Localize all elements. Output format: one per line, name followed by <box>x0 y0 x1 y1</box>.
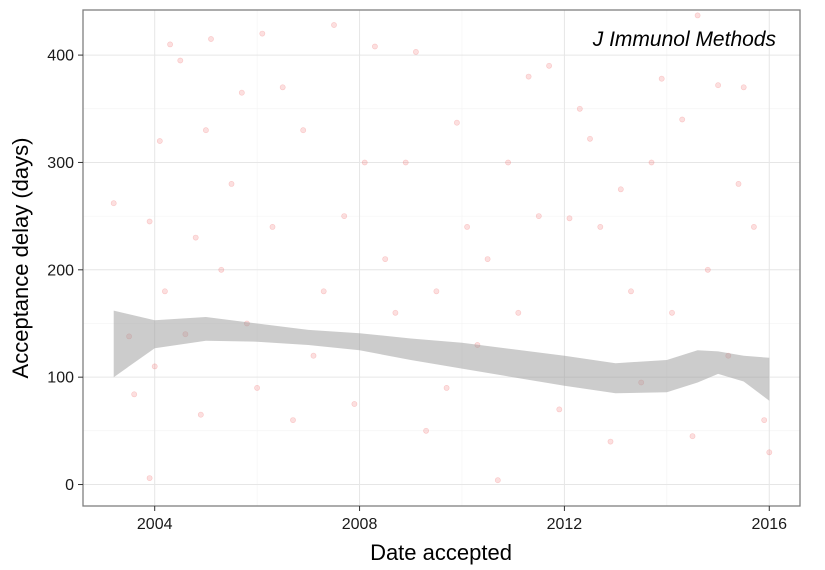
data-point <box>751 223 757 230</box>
y-tick-label: 400 <box>47 48 74 65</box>
y-tick-label: 300 <box>47 155 74 172</box>
data-points <box>110 12 773 484</box>
data-point <box>735 180 742 187</box>
data-point <box>218 266 225 273</box>
data-point <box>515 309 522 316</box>
data-point <box>607 438 614 445</box>
data-point <box>208 36 214 42</box>
y-axis-title: Acceptance delay (days) <box>8 138 33 379</box>
y-tick-label: 0 <box>65 477 74 494</box>
x-tick-label: 2016 <box>751 516 787 533</box>
data-point <box>597 223 604 230</box>
data-point <box>535 213 542 219</box>
data-point <box>392 309 399 316</box>
x-axis-ticks: 2004 2008 2012 2016 <box>137 506 787 533</box>
data-point <box>628 288 634 295</box>
data-point <box>494 477 501 484</box>
data-point <box>587 135 593 142</box>
data-point <box>238 89 245 96</box>
data-point <box>341 213 348 219</box>
data-point <box>192 234 199 241</box>
data-point <box>546 62 552 69</box>
data-point <box>177 57 184 64</box>
data-point <box>110 200 117 207</box>
data-point <box>167 41 173 48</box>
data-point <box>576 105 583 112</box>
data-point <box>715 82 721 89</box>
data-point <box>351 401 358 407</box>
data-point <box>259 30 266 37</box>
data-point <box>740 84 747 91</box>
data-point <box>320 288 327 295</box>
data-point <box>433 288 440 295</box>
data-point <box>423 427 429 434</box>
data-point <box>694 12 701 19</box>
data-point <box>131 391 138 398</box>
data-point <box>679 116 686 123</box>
data-point <box>505 159 511 166</box>
data-point <box>566 215 573 222</box>
data-point <box>279 84 286 91</box>
x-tick-label: 2008 <box>342 516 378 533</box>
data-point <box>704 266 711 273</box>
data-point <box>151 363 158 370</box>
data-point <box>402 159 409 166</box>
data-point <box>146 475 153 481</box>
data-point <box>689 433 696 440</box>
data-point <box>669 309 675 316</box>
data-point <box>269 223 276 230</box>
data-point <box>761 417 768 423</box>
data-point <box>202 127 209 134</box>
x-axis-title: Date accepted <box>370 540 512 565</box>
data-point <box>556 406 563 413</box>
x-tick-label: 2012 <box>547 516 583 533</box>
plot-panel <box>83 10 800 506</box>
data-point <box>156 138 163 144</box>
data-point <box>290 417 296 423</box>
data-point <box>161 288 168 295</box>
x-tick-label: 2004 <box>137 516 173 533</box>
data-point <box>617 186 624 193</box>
y-tick-label: 200 <box>47 262 74 279</box>
data-point <box>371 43 378 50</box>
data-point <box>382 256 389 262</box>
data-point <box>658 75 665 82</box>
data-point <box>228 180 235 187</box>
data-point <box>300 127 307 134</box>
data-point <box>412 49 419 55</box>
data-point <box>648 159 655 166</box>
data-point <box>361 159 368 166</box>
y-tick-label: 100 <box>47 370 74 387</box>
data-point <box>453 119 460 126</box>
data-point <box>310 352 317 359</box>
y-axis-ticks: 0 100 200 300 400 <box>47 48 83 494</box>
smooth-confidence-band <box>113 310 770 401</box>
data-point <box>146 218 153 225</box>
data-point <box>484 256 491 262</box>
data-point <box>331 22 337 28</box>
plot-annotation: J Immunol Methods <box>592 28 777 51</box>
data-point <box>464 223 470 230</box>
data-point <box>443 384 450 391</box>
data-point <box>766 449 773 456</box>
data-point <box>525 73 532 80</box>
plot-border <box>82 9 801 507</box>
data-point <box>254 384 260 391</box>
data-point <box>197 411 204 418</box>
